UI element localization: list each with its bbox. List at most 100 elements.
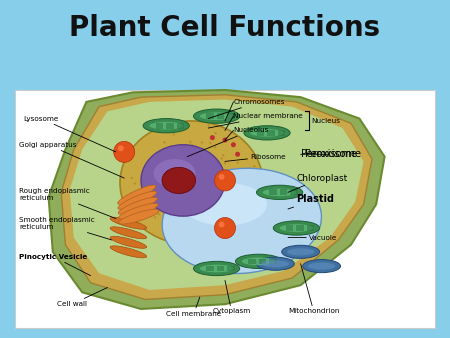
Circle shape xyxy=(197,232,200,234)
Ellipse shape xyxy=(200,112,234,120)
Circle shape xyxy=(169,176,171,178)
Circle shape xyxy=(214,132,217,135)
Ellipse shape xyxy=(149,122,183,129)
Circle shape xyxy=(219,221,225,227)
Circle shape xyxy=(159,169,161,171)
Circle shape xyxy=(176,187,179,189)
Ellipse shape xyxy=(110,236,147,248)
Circle shape xyxy=(184,174,187,176)
Circle shape xyxy=(177,159,180,162)
Ellipse shape xyxy=(110,246,147,258)
Bar xyxy=(227,113,234,119)
Circle shape xyxy=(171,159,173,162)
Circle shape xyxy=(181,162,183,164)
Circle shape xyxy=(198,184,200,186)
Circle shape xyxy=(187,190,189,192)
Bar xyxy=(216,266,224,271)
Circle shape xyxy=(201,167,203,169)
Circle shape xyxy=(164,177,166,180)
Circle shape xyxy=(183,201,185,204)
Circle shape xyxy=(143,177,145,179)
Circle shape xyxy=(218,165,220,167)
Circle shape xyxy=(161,196,163,199)
Circle shape xyxy=(198,173,200,175)
Circle shape xyxy=(170,166,173,168)
Ellipse shape xyxy=(162,168,321,273)
Circle shape xyxy=(189,212,192,215)
Bar xyxy=(269,259,277,264)
Ellipse shape xyxy=(256,185,303,199)
Circle shape xyxy=(192,219,194,221)
Circle shape xyxy=(174,179,176,181)
Ellipse shape xyxy=(119,210,159,224)
Circle shape xyxy=(197,214,199,217)
Circle shape xyxy=(196,233,199,235)
Circle shape xyxy=(215,218,235,239)
Bar xyxy=(206,266,214,271)
Ellipse shape xyxy=(153,159,196,188)
Text: Cell wall: Cell wall xyxy=(57,288,108,307)
Text: Cell membrane: Cell membrane xyxy=(166,297,221,317)
Bar xyxy=(297,225,304,231)
Text: Mitochondrion: Mitochondrion xyxy=(288,264,339,314)
Circle shape xyxy=(207,152,209,154)
Circle shape xyxy=(210,135,215,140)
Text: Nucleus: Nucleus xyxy=(311,118,340,124)
Text: Plastid: Plastid xyxy=(288,194,334,209)
Circle shape xyxy=(188,155,190,158)
Circle shape xyxy=(193,234,195,236)
Text: Peroxisome: Peroxisome xyxy=(301,149,356,159)
Polygon shape xyxy=(49,90,385,309)
Ellipse shape xyxy=(118,203,158,219)
Circle shape xyxy=(118,145,124,151)
Circle shape xyxy=(204,184,207,186)
Circle shape xyxy=(212,177,214,179)
Ellipse shape xyxy=(118,197,158,214)
Circle shape xyxy=(147,200,149,203)
Circle shape xyxy=(205,168,208,171)
Circle shape xyxy=(166,195,169,197)
Bar xyxy=(290,190,297,195)
Ellipse shape xyxy=(194,109,240,123)
Text: Nuclear membrane: Nuclear membrane xyxy=(208,113,303,128)
Circle shape xyxy=(237,162,239,164)
Circle shape xyxy=(176,153,179,155)
Bar xyxy=(307,225,315,231)
Bar xyxy=(206,113,214,119)
Circle shape xyxy=(215,170,235,191)
Ellipse shape xyxy=(242,258,275,265)
Circle shape xyxy=(158,213,160,215)
Circle shape xyxy=(175,168,177,171)
Circle shape xyxy=(200,156,202,159)
Circle shape xyxy=(134,182,136,185)
Bar xyxy=(248,259,256,264)
Circle shape xyxy=(151,176,153,179)
Bar xyxy=(166,123,174,128)
Ellipse shape xyxy=(120,121,263,245)
Circle shape xyxy=(159,169,162,172)
Bar xyxy=(15,90,435,328)
Circle shape xyxy=(156,172,159,174)
Text: Golgi apparatus: Golgi apparatus xyxy=(19,142,124,178)
Ellipse shape xyxy=(250,129,284,137)
Circle shape xyxy=(199,200,201,203)
Circle shape xyxy=(167,190,170,192)
Circle shape xyxy=(177,154,179,156)
Circle shape xyxy=(114,141,135,162)
Circle shape xyxy=(214,214,217,216)
Circle shape xyxy=(170,175,173,178)
Text: Chloroplast: Chloroplast xyxy=(288,173,348,192)
Circle shape xyxy=(148,193,151,195)
Circle shape xyxy=(193,156,195,159)
Circle shape xyxy=(201,141,203,144)
Circle shape xyxy=(224,203,227,206)
Ellipse shape xyxy=(287,248,314,256)
Ellipse shape xyxy=(194,261,240,276)
Text: Chromosomes: Chromosomes xyxy=(208,99,285,119)
Bar xyxy=(256,130,264,136)
Polygon shape xyxy=(61,95,372,299)
Circle shape xyxy=(207,124,210,127)
Polygon shape xyxy=(70,99,364,290)
Circle shape xyxy=(170,190,172,193)
Ellipse shape xyxy=(162,167,196,194)
